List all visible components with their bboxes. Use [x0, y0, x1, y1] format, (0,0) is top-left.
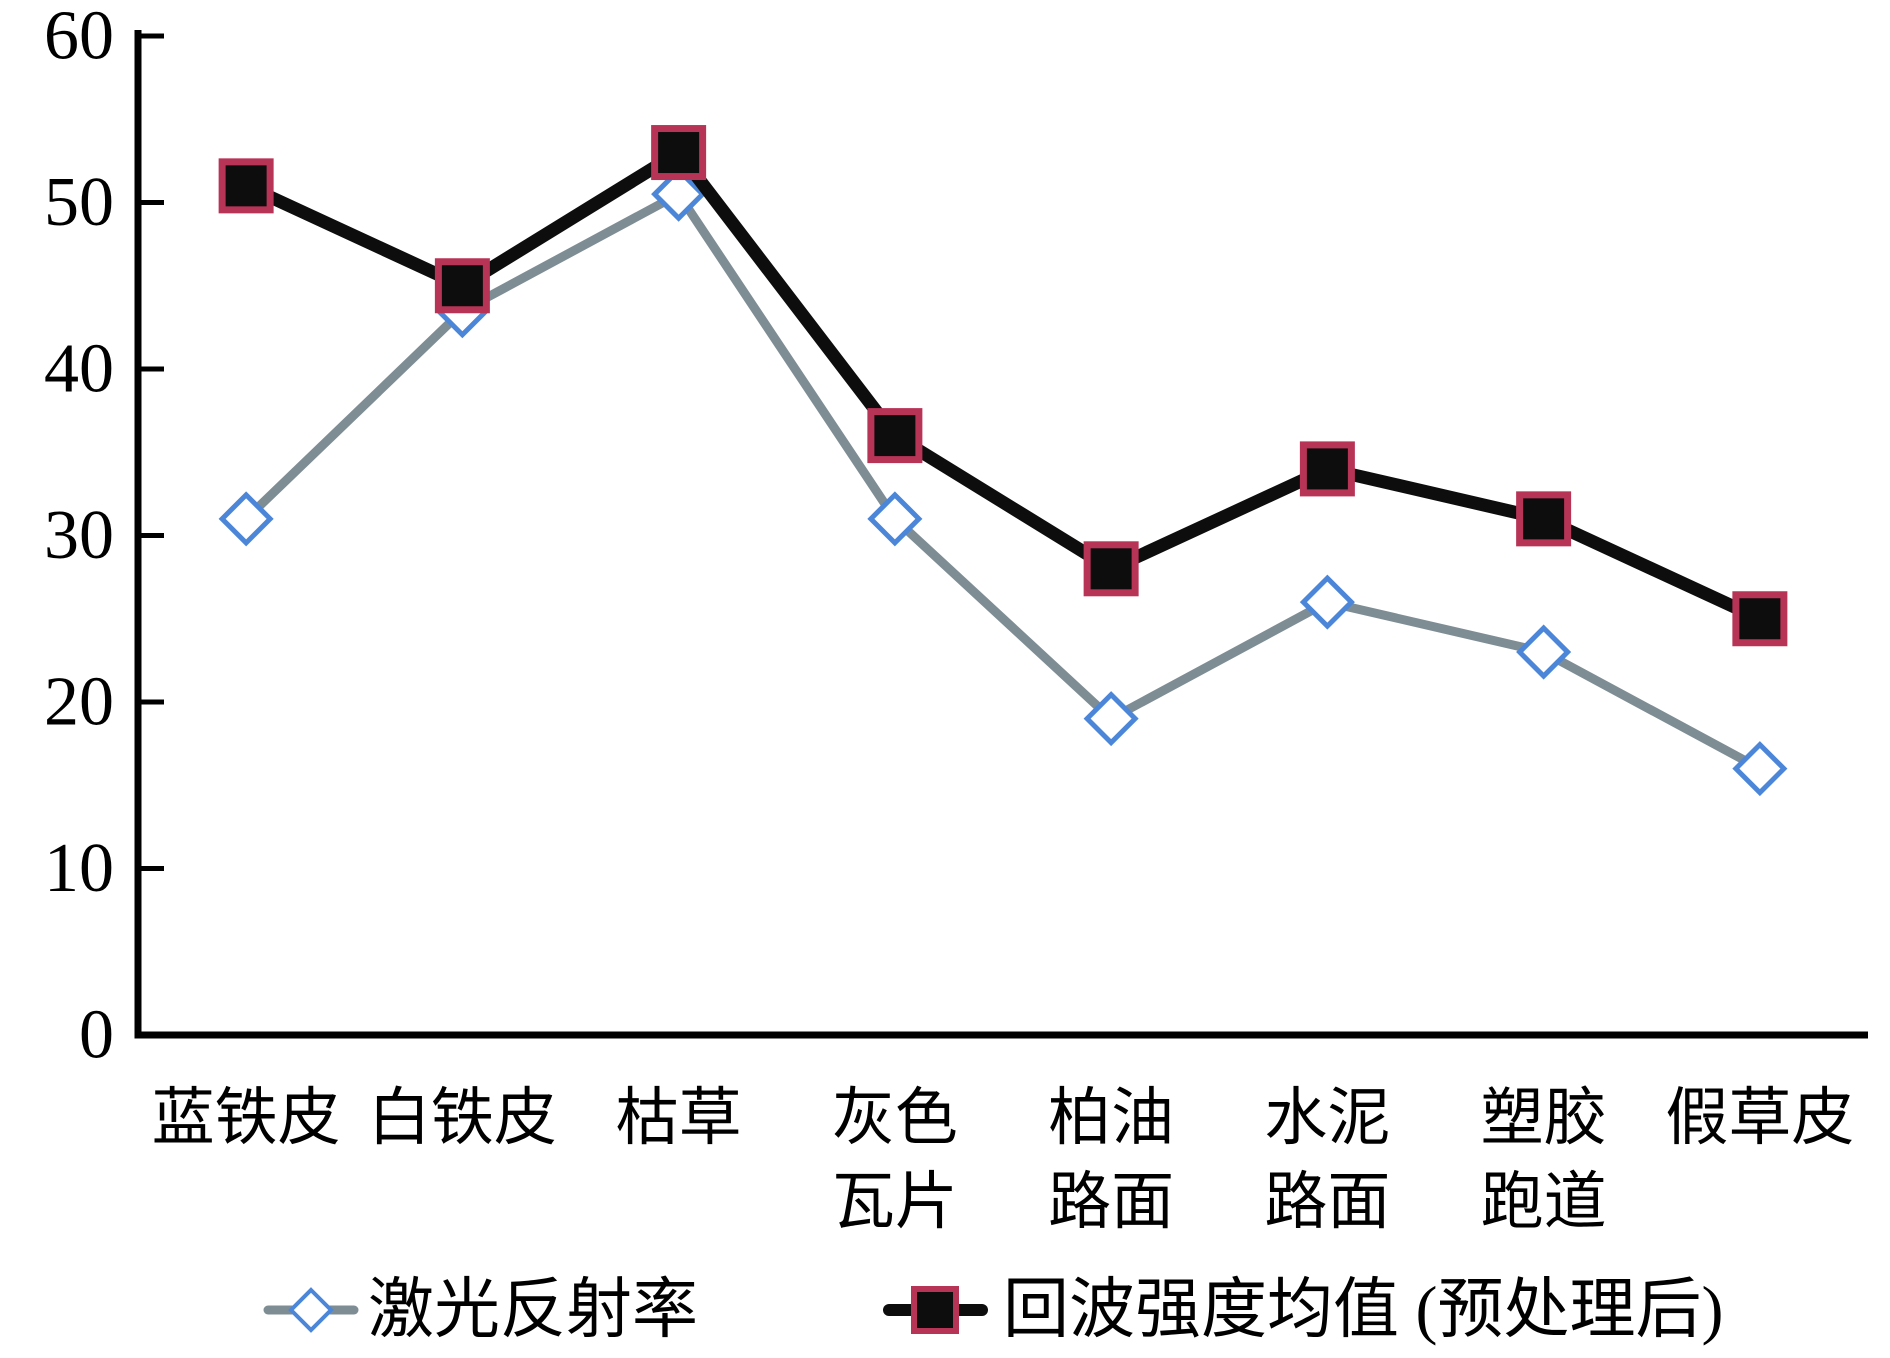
marker-square: [434, 258, 490, 314]
marker-diamond: [1083, 691, 1139, 747]
y-tick-label: 10: [44, 830, 114, 907]
x-category-label: 塑胶: [1481, 1083, 1607, 1153]
marker-square: [218, 158, 274, 214]
marker-square: [651, 125, 707, 181]
legend-marker-square: [911, 1286, 959, 1334]
marker-square: [1083, 541, 1139, 597]
x-category-label: 蓝铁皮: [152, 1083, 341, 1153]
x-category-label: 瓦片: [832, 1167, 958, 1237]
y-tick-label: 40: [44, 331, 114, 408]
marker-square: [1516, 491, 1572, 547]
legend-label: 回波强度均值 (预处理后): [1003, 1274, 1723, 1347]
x-category-label: 白铁皮: [368, 1083, 557, 1153]
x-category-label: 灰色: [832, 1083, 958, 1153]
marker-square: [1732, 591, 1788, 647]
x-category-label: 柏油: [1048, 1083, 1174, 1153]
marker-square: [867, 408, 923, 464]
x-category-label: 跑道: [1481, 1167, 1607, 1237]
marker-diamond: [867, 491, 923, 547]
marker-diamond: [651, 166, 707, 222]
y-tick-label: 50: [44, 164, 114, 241]
x-category-label: 假草皮: [1665, 1083, 1854, 1153]
marker-diamond: [1299, 574, 1355, 630]
y-tick-label: 20: [44, 664, 114, 741]
marker-diamond: [1732, 741, 1788, 797]
marker-diamond: [218, 491, 274, 547]
x-category-label: 路面: [1264, 1167, 1390, 1237]
x-category-label: 路面: [1048, 1167, 1174, 1237]
legend-label: 激光反射率: [368, 1274, 698, 1347]
x-category-label: 枯草: [616, 1083, 742, 1153]
y-tick-label: 30: [44, 497, 114, 574]
axes: [134, 30, 1868, 1039]
y-tick-label: 60: [44, 0, 114, 75]
legend-marker-diamond: [288, 1287, 334, 1333]
series-line-1: [239, 146, 1767, 626]
y-tick-label: 0: [79, 997, 114, 1074]
series-line-0: [241, 189, 1765, 774]
marker-square: [1299, 441, 1355, 497]
marker-diamond: [1516, 624, 1572, 680]
x-category-label: 水泥: [1264, 1083, 1390, 1153]
